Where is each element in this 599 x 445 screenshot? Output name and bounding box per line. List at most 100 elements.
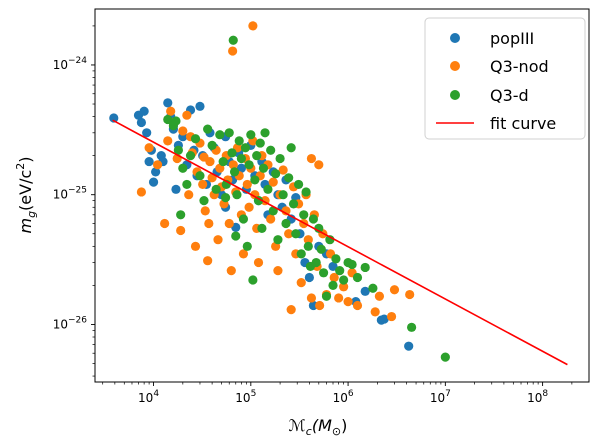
x-tick-label-2: 106 xyxy=(333,389,354,405)
point-popIII-3 xyxy=(139,106,149,116)
point-Q3-d-7 xyxy=(182,179,192,190)
point-Q3-d-0 xyxy=(228,35,238,45)
point-Q3-d-30 xyxy=(250,175,260,185)
axes-frame xyxy=(94,8,590,383)
point-Q3-nod-86 xyxy=(306,153,317,164)
point-Q3-nod-63 xyxy=(296,278,306,288)
x-tick-label-3: 107 xyxy=(430,389,451,405)
point-Q3-d-50 xyxy=(296,249,306,259)
point-Q3-d-33 xyxy=(255,138,265,148)
point-popIII-53 xyxy=(328,261,338,272)
point-Q3-d-11 xyxy=(199,196,209,206)
point-Q3-nod-7 xyxy=(166,106,176,116)
point-Q3-d-37 xyxy=(263,184,273,194)
point-popIII-58 xyxy=(404,341,414,351)
point-popIII-7 xyxy=(151,167,161,177)
point-Q3-d-72 xyxy=(440,352,450,362)
point-Q3-d-20 xyxy=(229,167,240,177)
point-Q3-d-13 xyxy=(207,140,217,150)
point-Q3-nod-20 xyxy=(203,256,213,266)
point-popIII-2 xyxy=(136,117,146,128)
legend: popIII Q3-nod Q3-d fit curve xyxy=(424,17,586,140)
point-Q3-d-65 xyxy=(339,275,349,285)
y-tick-label-0: 10−26 xyxy=(53,315,88,331)
point-Q3-d-6 xyxy=(178,163,188,173)
point-popIII-8 xyxy=(148,177,159,187)
point-Q3-d-55 xyxy=(308,214,318,224)
data-points xyxy=(109,21,450,362)
point-Q3-d-36 xyxy=(260,128,270,138)
point-Q3-d-46 xyxy=(286,143,296,153)
point-Q3-nod-10 xyxy=(176,225,186,236)
point-Q3-nod-70 xyxy=(315,300,325,311)
legend-label-q3-nod: Q3-nod xyxy=(490,57,549,76)
point-Q3-d-21 xyxy=(232,190,242,200)
point-Q3-nod-88 xyxy=(199,152,209,162)
point-Q3-d-59 xyxy=(318,268,329,278)
point-Q3-nod-3 xyxy=(144,143,154,153)
point-Q3-nod-18 xyxy=(198,179,208,190)
point-Q3-d-23 xyxy=(236,153,246,164)
point-Q3-nod-25 xyxy=(213,235,223,245)
point-Q3-d-43 xyxy=(278,190,288,200)
legend-marker-q3-d xyxy=(450,90,460,100)
point-Q3-nod-38 xyxy=(238,249,249,259)
point-Q3-d-57 xyxy=(314,223,324,233)
point-Q3-d-68 xyxy=(352,272,363,283)
point-Q3-d-52 xyxy=(301,187,311,197)
point-Q3-d-64 xyxy=(335,266,345,276)
point-popIII-14 xyxy=(171,184,181,194)
point-Q3-d-5 xyxy=(176,210,186,220)
point-popIII-49 xyxy=(304,272,314,283)
point-popIII-11 xyxy=(163,98,173,108)
point-Q3-d-18 xyxy=(224,128,234,138)
point-Q3-nod-56 xyxy=(278,165,288,175)
point-Q3-d-62 xyxy=(328,280,338,290)
point-Q3-nod-33 xyxy=(228,160,238,170)
point-Q3-d-15 xyxy=(215,130,225,140)
point-Q3-d-24 xyxy=(238,214,249,224)
point-popIII-4 xyxy=(142,128,152,138)
point-Q3-nod-85 xyxy=(314,160,324,170)
point-Q3-nod-79 xyxy=(352,300,363,311)
point-Q3-d-56 xyxy=(311,257,321,268)
point-Q3-nod-6 xyxy=(163,136,173,146)
point-Q3-d-70 xyxy=(368,283,378,293)
point-Q3-nod-59 xyxy=(286,305,296,315)
point-Q3-d-16 xyxy=(218,156,228,167)
point-Q3-nod-82 xyxy=(386,311,397,322)
point-Q3-nod-76 xyxy=(339,282,349,292)
point-Q3-d-38 xyxy=(266,145,276,155)
legend-label-fit-curve: fit curve xyxy=(490,114,556,133)
point-Q3-d-71 xyxy=(407,322,417,332)
point-Q3-nod-46 xyxy=(253,257,264,268)
point-Q3-d-26 xyxy=(242,241,252,251)
legend-marker-q3-nod xyxy=(450,61,460,71)
point-Q3-nod-57 xyxy=(281,206,291,216)
y-axis-title: mg(eV/c2) xyxy=(14,156,38,233)
point-Q3-d-69 xyxy=(360,262,370,273)
point-Q3-d-74 xyxy=(231,231,241,241)
point-Q3-d-67 xyxy=(347,259,357,270)
point-Q3-nod-12 xyxy=(182,110,192,120)
point-Q3-d-48 xyxy=(291,229,301,239)
point-Q3-nod-54 xyxy=(273,266,283,276)
y-tick-label-1: 10−25 xyxy=(53,186,87,202)
point-Q3-nod-51 xyxy=(266,214,276,224)
point-Q3-d-1 xyxy=(163,114,173,125)
x-tick-label-4: 108 xyxy=(527,389,548,405)
legend-label-popIII: popIII xyxy=(490,29,534,48)
point-Q3-d-12 xyxy=(203,124,213,134)
point-Q3-d-27 xyxy=(244,160,254,170)
legend-box xyxy=(424,17,586,140)
legend-label-q3-d: Q3-d xyxy=(490,86,529,105)
point-Q3-d-45 xyxy=(284,173,294,183)
point-Q3-d-3 xyxy=(171,116,181,126)
fit-curve-line xyxy=(112,119,568,366)
point-Q3-d-34 xyxy=(257,223,267,233)
point-popIII-33 xyxy=(236,163,246,173)
point-Q3-nod-74 xyxy=(329,272,339,283)
point-Q3-nod-89 xyxy=(204,218,214,229)
point-Q3-d-44 xyxy=(281,218,291,229)
point-Q3-nod-81 xyxy=(374,291,385,301)
